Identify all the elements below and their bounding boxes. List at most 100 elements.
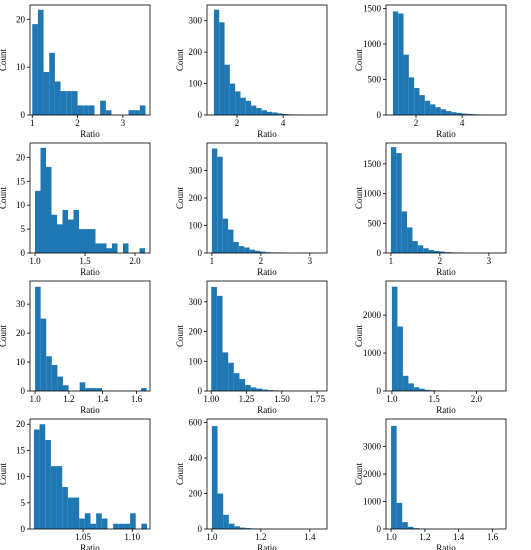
bar — [71, 91, 78, 115]
x-axis-label: Ratio — [436, 405, 456, 415]
bar — [228, 523, 235, 529]
bar — [402, 375, 409, 391]
bar — [79, 229, 85, 253]
bar — [62, 385, 69, 391]
x-tick-label: 4 — [460, 118, 465, 128]
bar — [105, 110, 112, 115]
bar — [390, 147, 397, 253]
bar — [73, 209, 79, 253]
y-tick-label: 1000 — [363, 348, 382, 358]
y-tick-label: 1500 — [363, 159, 382, 169]
bar — [235, 91, 241, 115]
y-axis-label: Count — [354, 49, 364, 72]
bar — [430, 104, 436, 115]
axes-frame — [29, 142, 151, 254]
x-tick-label: 1 — [210, 256, 215, 266]
bar — [391, 425, 397, 529]
bar — [440, 109, 446, 115]
bar — [245, 385, 251, 391]
x-tick-label: 1.2 — [63, 394, 74, 404]
bar — [249, 249, 255, 253]
bar — [46, 166, 52, 253]
bar — [60, 91, 67, 115]
y-tick-label: 2000 — [363, 310, 382, 320]
bar — [139, 105, 146, 115]
histogram-panel: 1 2 3 0 500 1000 1500 Ratio Count — [354, 142, 507, 277]
x-tick-label: 1 — [30, 118, 35, 128]
bar — [32, 24, 38, 116]
bar — [128, 110, 135, 115]
histogram-panel: 1.0 1.2 1.4 1.6 0 10 20 30 Ratio Count — [0, 280, 151, 415]
bar — [90, 523, 97, 529]
x-tick-label: 1.6 — [131, 394, 143, 404]
y-tick-label: 600 — [189, 418, 203, 428]
bar — [401, 211, 408, 253]
x-tick-label: 3 — [121, 118, 126, 128]
y-axis-label: Count — [0, 463, 8, 486]
bar — [234, 526, 241, 529]
y-tick-label: 400 — [189, 453, 203, 463]
bar — [40, 147, 46, 253]
x-axis-label: Ratio — [80, 267, 100, 277]
bar — [62, 487, 68, 529]
x-tick-label: 2.0 — [471, 394, 483, 404]
x-axis-label: Ratio — [80, 129, 100, 139]
bar — [222, 352, 229, 391]
bar — [85, 388, 91, 391]
bar — [112, 243, 118, 253]
bar — [435, 107, 441, 115]
x-tick-label: 4 — [281, 118, 286, 128]
bar — [217, 493, 224, 529]
bar — [267, 111, 273, 115]
x-tick-label: 1.5 — [429, 394, 441, 404]
axes-frame — [385, 280, 507, 392]
bar — [95, 243, 101, 253]
bar — [412, 241, 418, 253]
x-axis-label: Ratio — [257, 405, 277, 415]
bar — [45, 439, 51, 529]
bar — [84, 513, 91, 529]
bar — [267, 390, 274, 391]
x-tick-label: 1.10 — [124, 532, 140, 542]
bar — [62, 209, 68, 253]
y-axis-label: Count — [175, 49, 185, 72]
y-tick-label: 15 — [16, 445, 26, 455]
bar — [40, 318, 47, 391]
histogram-panel: 1.00 1.25 1.50 1.75 0 100 200 300 Ratio Count — [175, 280, 328, 415]
y-tick-label: 5 — [21, 498, 26, 508]
bar — [391, 286, 398, 391]
bar — [413, 528, 419, 529]
bar — [261, 110, 267, 115]
y-tick-label: 0 — [21, 110, 26, 120]
y-tick-label: 15 — [16, 176, 26, 186]
bar — [398, 13, 404, 115]
bar — [35, 286, 41, 391]
bar — [461, 113, 468, 115]
x-axis-label: Ratio — [436, 129, 456, 139]
y-tick-label: 1000 — [363, 39, 382, 49]
bar — [245, 100, 252, 115]
histogram-panel: 1.05 1.10 0 5 10 15 20 Ratio Count — [0, 418, 151, 550]
y-tick-label: 100 — [189, 356, 203, 366]
bar — [56, 466, 63, 529]
bar — [240, 527, 246, 529]
x-tick-label: 1.0 — [29, 394, 41, 404]
bar — [79, 518, 85, 529]
bar — [408, 77, 415, 115]
bar — [106, 248, 112, 253]
y-axis-label: Count — [354, 187, 364, 210]
bar — [123, 243, 129, 253]
axes-frame — [29, 280, 151, 392]
bar — [118, 523, 125, 529]
y-tick-label: 20 — [16, 328, 26, 338]
histogram-panel: 1 2 3 0 10 20 Ratio Count — [0, 4, 151, 139]
bar — [211, 286, 217, 391]
bar — [272, 112, 278, 115]
x-tick-label: 1.05 — [75, 532, 91, 542]
bar — [224, 64, 230, 115]
axes-frame — [206, 418, 328, 530]
y-tick-label: 300 — [189, 16, 203, 26]
bar — [414, 88, 420, 115]
y-tick-label: 20 — [16, 14, 26, 24]
